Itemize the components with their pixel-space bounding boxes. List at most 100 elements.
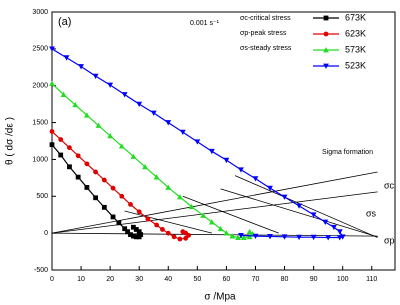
marker	[238, 167, 244, 173]
x-tick-label: 90	[310, 276, 318, 283]
legend-label: 673K	[345, 12, 366, 22]
reference-line	[220, 188, 378, 238]
marker	[130, 224, 136, 230]
marker	[128, 201, 133, 207]
strain-rate: 0.001 s⁻¹	[190, 20, 220, 27]
marker	[92, 73, 99, 80]
marker	[49, 142, 55, 148]
note: σc-critical stress	[240, 15, 291, 22]
marker	[246, 228, 253, 235]
legend-marker	[323, 15, 329, 21]
marker	[310, 212, 317, 218]
x-tick-label: 30	[135, 276, 143, 283]
marker	[133, 227, 139, 232]
y-tick-label: 2500	[32, 46, 48, 53]
marker	[194, 139, 201, 145]
marker	[229, 233, 236, 239]
marker	[325, 235, 332, 241]
marker	[153, 174, 160, 180]
marker	[136, 209, 142, 215]
marker	[252, 233, 259, 239]
plot-frame	[51, 11, 396, 271]
note: σs-steady stress	[240, 45, 292, 52]
marker	[49, 129, 55, 134]
marker	[67, 145, 72, 151]
marker	[267, 234, 273, 240]
marker	[296, 234, 302, 241]
series-line	[51, 144, 142, 238]
marker	[150, 110, 157, 116]
marker	[133, 234, 139, 240]
reference-line	[182, 195, 279, 234]
marker	[136, 229, 142, 235]
marker	[130, 233, 136, 239]
legend-marker	[323, 63, 329, 69]
x-tick-label: 80	[281, 276, 289, 283]
reference-label: Sigma formation	[322, 149, 373, 156]
marker	[160, 227, 165, 232]
marker	[180, 229, 186, 235]
legend-label: 523K	[345, 60, 366, 70]
marker	[67, 164, 72, 170]
x-tick-label: 50	[193, 276, 201, 283]
marker	[238, 232, 244, 239]
y-tick-label: -500	[34, 267, 48, 274]
legend-marker	[323, 47, 329, 53]
marker	[75, 153, 81, 159]
y-tick-label: 1000	[32, 156, 48, 163]
marker	[60, 91, 67, 97]
x-tick-label: 100	[337, 276, 349, 283]
reference-line	[234, 175, 378, 238]
marker	[177, 236, 183, 242]
marker	[165, 184, 172, 190]
y-tick-label: 3000	[32, 9, 48, 16]
marker	[107, 82, 114, 88]
marker	[110, 185, 116, 191]
marker	[128, 232, 133, 238]
marker	[72, 101, 79, 108]
marker	[322, 219, 329, 225]
marker	[240, 234, 247, 240]
marker	[296, 203, 302, 209]
marker	[208, 219, 215, 225]
y-tick-label: 1500	[32, 119, 48, 126]
panel-label: (a)	[58, 16, 71, 28]
reference-line	[51, 191, 378, 234]
marker	[165, 120, 172, 126]
marker	[145, 216, 151, 222]
x-tick-label: 40	[164, 276, 172, 283]
marker	[142, 163, 148, 170]
legend-marker	[323, 31, 329, 37]
reference-line	[51, 232, 378, 237]
y-axis-label: θ ( dσ /dε )	[5, 117, 16, 165]
y-tick-label: 2000	[32, 83, 48, 90]
marker	[49, 80, 55, 86]
marker	[58, 137, 64, 142]
y-tick-label: 500	[36, 193, 48, 200]
legend-label: 573K	[345, 44, 366, 54]
marker	[235, 234, 241, 240]
marker	[121, 92, 128, 98]
marker	[246, 233, 253, 240]
x-tick-label: 10	[77, 276, 85, 283]
marker	[63, 55, 70, 61]
marker	[95, 122, 102, 128]
marker	[116, 220, 122, 226]
marker	[130, 153, 137, 159]
marker	[179, 129, 186, 136]
marker	[331, 224, 337, 231]
marker	[84, 185, 90, 190]
marker	[93, 195, 99, 201]
marker	[101, 204, 107, 210]
marker	[101, 177, 107, 183]
marker	[138, 232, 144, 238]
marker	[122, 226, 128, 232]
marker	[119, 193, 125, 199]
marker	[217, 225, 224, 232]
marker	[84, 161, 90, 167]
marker	[78, 64, 84, 70]
marker	[208, 148, 215, 155]
marker	[110, 214, 116, 220]
marker	[267, 185, 273, 192]
